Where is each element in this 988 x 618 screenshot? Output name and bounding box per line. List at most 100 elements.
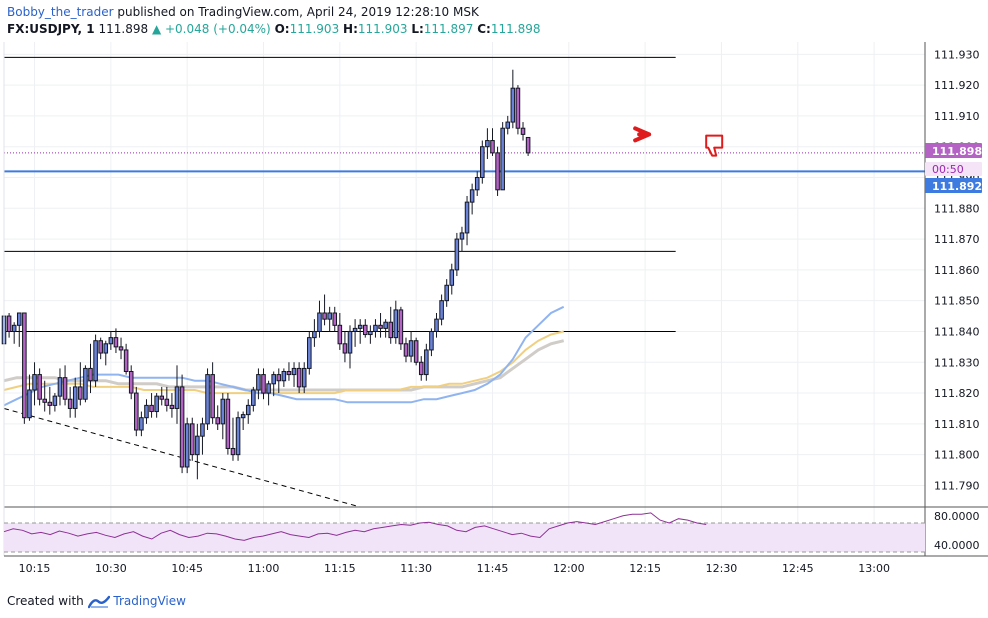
- candle-body: [93, 340, 98, 382]
- price-change: ▲ +0.048 (+0.04%): [151, 22, 271, 36]
- candle-body: [215, 417, 220, 425]
- candle-body: [332, 312, 338, 326]
- tradingview-brand[interactable]: TradingView: [113, 594, 186, 608]
- candle-body: [429, 330, 434, 351]
- candle-body: [118, 346, 124, 351]
- price-chart[interactable]: 111.930111.920111.910111.900111.890111.8…: [0, 0, 988, 590]
- last-price-badge-text: 111.898: [932, 145, 982, 158]
- candle-body: [159, 395, 165, 400]
- candle-body: [261, 374, 266, 394]
- rsi-line: [3, 512, 707, 541]
- candle-body: [98, 340, 103, 354]
- time-tick-label: 12:30: [706, 562, 738, 575]
- low-label: L:: [411, 22, 424, 36]
- candle-body: [439, 300, 444, 320]
- price-tick-label: 111.790: [934, 479, 980, 492]
- candle-body: [474, 176, 480, 191]
- candle-body: [184, 423, 190, 468]
- symbol-info: FX:USDJPY, 1 111.898 ▲ +0.048 (+0.04%) O…: [7, 22, 540, 36]
- time-tick-label: 12:45: [782, 562, 814, 575]
- candle-body: [383, 321, 388, 329]
- candle-body: [128, 371, 134, 394]
- countdown-badge-text: 00:50: [932, 163, 964, 176]
- candle-body: [337, 324, 343, 345]
- footer: Created with TradingView: [7, 594, 186, 609]
- candle-body: [62, 377, 68, 400]
- rsi-tick-label: 80.0000: [934, 510, 980, 523]
- candle-body: [271, 374, 276, 385]
- candle-body: [500, 127, 505, 191]
- candle-body: [195, 435, 200, 456]
- candle-body: [245, 404, 251, 416]
- price-axis: 111.930111.920111.910111.900111.890111.8…: [3, 42, 988, 556]
- candle-body: [459, 232, 465, 240]
- candle-body: [240, 414, 246, 419]
- candle-body: [505, 121, 511, 129]
- candle-body: [413, 340, 419, 363]
- candle-body: [230, 447, 236, 456]
- candle-body: [123, 349, 129, 373]
- candle-body: [72, 386, 78, 409]
- last-price-badge: [925, 143, 982, 158]
- candle-body: [266, 383, 271, 394]
- chart-grid: [4, 42, 925, 552]
- price-tick-label: 111.850: [934, 295, 980, 308]
- candle-body: [88, 367, 93, 382]
- price-tick-label: 111.860: [934, 264, 980, 277]
- time-tick-label: 11:30: [400, 562, 432, 575]
- candle-body: [388, 321, 393, 339]
- candle-body: [103, 343, 109, 354]
- ma-mid-line: [3, 330, 564, 395]
- price-tick-label: 111.930: [934, 48, 980, 61]
- red-arrow-icon: [633, 126, 652, 143]
- candle-body: [510, 87, 516, 123]
- candle-body: [139, 417, 144, 431]
- candle-body: [11, 324, 17, 332]
- candle-body: [322, 312, 327, 320]
- price-tick-label: 111.920: [934, 79, 980, 92]
- candle-body: [342, 343, 348, 354]
- candle-body: [286, 371, 292, 376]
- author-name[interactable]: Bobby_the_trader: [7, 5, 114, 19]
- candle-body: [403, 343, 409, 357]
- price-tick-label: 111.820: [934, 387, 980, 400]
- candle-body: [220, 398, 226, 425]
- candle-body: [520, 127, 526, 135]
- candle-body: [485, 140, 490, 148]
- candle-body: [398, 309, 404, 345]
- price-tick-label: 111.910: [934, 110, 980, 123]
- countdown-badge: [925, 162, 982, 176]
- candle-body: [57, 377, 63, 397]
- candle-body: [251, 389, 256, 406]
- candle-body: [418, 361, 424, 376]
- time-axis: 10:15 10:30 10:45 11:00 11:15 11:30 11:45 12:00…: [4, 555, 988, 575]
- candle-body: [174, 386, 180, 409]
- candle-body: [296, 367, 302, 388]
- candle-body: [515, 87, 521, 129]
- candle-body: [32, 374, 37, 391]
- close-label: C:: [477, 22, 491, 36]
- open-value: 111.903: [289, 22, 340, 36]
- line-price-badge: [925, 178, 982, 193]
- candle-body: [281, 371, 287, 382]
- time-tick-label: 10:45: [171, 562, 203, 575]
- candle-body: [47, 401, 53, 406]
- annotations: [633, 126, 724, 157]
- candle-body: [480, 146, 485, 178]
- candle-body: [134, 392, 139, 431]
- candle-body: [525, 136, 531, 154]
- tradingview-logo-icon: [87, 595, 110, 608]
- candle-body: [210, 374, 215, 419]
- candle-body: [424, 349, 429, 376]
- candle-body: [312, 330, 317, 339]
- candle-body: [495, 152, 500, 191]
- rsi-tick-label: 40.0000: [934, 539, 980, 552]
- low-value: 111.897: [423, 22, 474, 36]
- moving-averages: [3, 305, 565, 407]
- candle-body: [200, 423, 205, 437]
- created-with-text: Created with: [7, 594, 84, 608]
- time-tick-label: 13:00: [858, 562, 890, 575]
- price-tick-label: 111.840: [934, 325, 980, 338]
- candle-body: [149, 404, 154, 413]
- candle-body: [307, 337, 312, 369]
